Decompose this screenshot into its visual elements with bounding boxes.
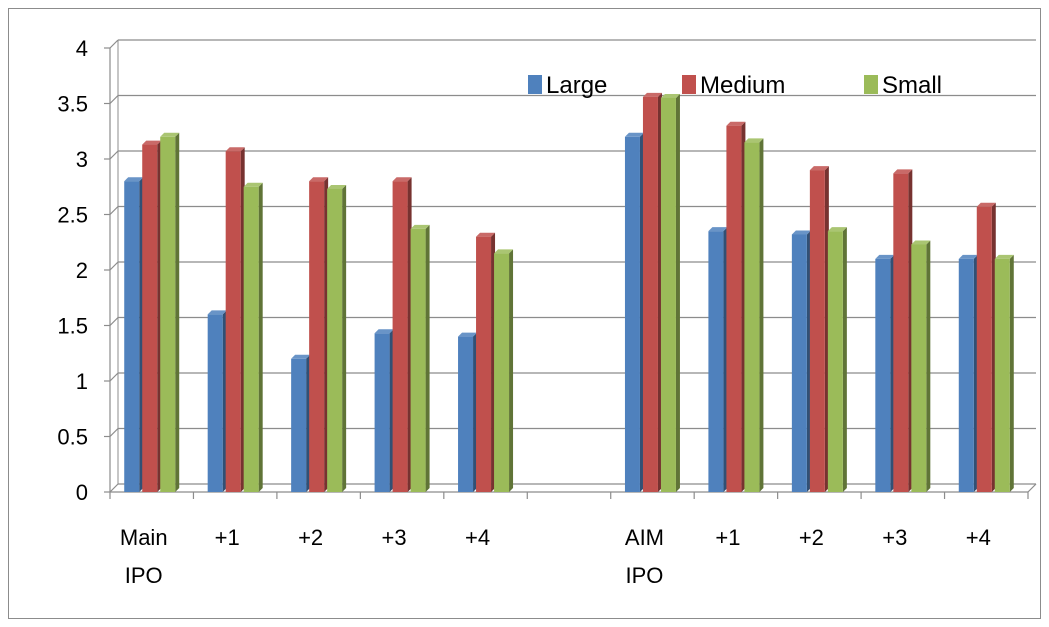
x-category-label: AIM — [625, 525, 664, 550]
bar-small — [327, 184, 347, 492]
legend-label: Medium — [700, 72, 785, 99]
x-category-label: Main — [120, 525, 168, 550]
gridline-side — [109, 428, 119, 437]
bar-small — [994, 254, 1014, 492]
bar-small — [911, 240, 931, 492]
gridline-side — [109, 206, 119, 215]
y-axis-tick-labels: 0 0.5 1 1.5 2 2.5 3 3.5 4 — [57, 36, 88, 505]
bar-medium — [893, 169, 913, 492]
bar-large — [624, 132, 644, 493]
gridline-side — [109, 39, 119, 49]
gridline-side — [109, 150, 119, 160]
bar-medium — [642, 92, 662, 492]
bar-large — [207, 310, 227, 492]
y-tick-label: 2 — [76, 258, 88, 283]
bar-medium — [142, 140, 162, 492]
legend-item-small: Small — [864, 72, 942, 99]
x-category-label: +4 — [966, 525, 991, 550]
bar-large — [458, 332, 478, 492]
legend-swatch — [682, 75, 696, 94]
y-tick-label: 0 — [76, 480, 88, 505]
legend-label: Large — [546, 72, 607, 99]
x-category-label: +2 — [298, 525, 323, 550]
bar-medium — [225, 147, 245, 493]
x-category-label: +2 — [799, 525, 824, 550]
bar-large — [791, 230, 811, 493]
bar-small — [160, 132, 180, 493]
bar-medium — [392, 177, 412, 492]
y-tick-label: 4 — [76, 36, 88, 61]
legend-item-large: Large — [528, 72, 607, 99]
gridline-side — [109, 261, 119, 271]
bar-large — [875, 254, 895, 492]
y-tick-label: 1 — [76, 369, 88, 394]
legend-swatch — [528, 75, 542, 94]
y-tick-label: 3 — [76, 147, 88, 172]
bar-small — [827, 227, 847, 492]
gridline-side — [109, 483, 119, 493]
x-category-label: +1 — [215, 525, 240, 550]
legend-item-medium: Medium — [682, 72, 785, 99]
legend: Large Medium Small — [528, 72, 942, 99]
bar-large — [374, 329, 394, 492]
axes — [104, 40, 1037, 499]
bar-large — [958, 254, 978, 492]
bar-small — [410, 224, 430, 492]
gridline-side — [109, 372, 119, 382]
x-category-label: +3 — [382, 525, 407, 550]
bars — [124, 92, 1014, 493]
legend-label: Small — [882, 72, 942, 99]
x-category-label: IPO — [626, 563, 664, 588]
bar-small — [494, 249, 514, 492]
bar-small — [243, 182, 263, 492]
x-category-label: +3 — [882, 525, 907, 550]
x-category-label: +1 — [715, 525, 740, 550]
bar-large — [708, 227, 728, 492]
x-category-label: IPO — [125, 563, 163, 588]
y-tick-label: 1.5 — [57, 314, 88, 339]
chart-border — [8, 8, 1041, 619]
legend-swatch — [864, 75, 878, 94]
gridline-side — [109, 95, 119, 104]
y-tick-label: 3.5 — [57, 92, 88, 117]
bar-medium — [809, 166, 829, 492]
bar-large — [124, 177, 144, 492]
bar-small — [744, 138, 764, 492]
x-axis-category-labels: Main IPO +1 +2 +3 +4 AIM IPO +1 +2 +3 +4 — [120, 525, 991, 588]
bar-medium — [976, 202, 996, 493]
bar-medium — [476, 232, 496, 492]
x-category-label: +4 — [465, 525, 490, 550]
bar-medium — [309, 177, 329, 492]
bar-small — [660, 93, 680, 492]
floor-right-edge — [1027, 483, 1037, 493]
gridline-side — [109, 317, 119, 326]
bar-large — [291, 354, 311, 492]
bar-medium — [726, 121, 746, 492]
y-tick-label: 0.5 — [57, 425, 88, 450]
y-tick-label: 2.5 — [57, 203, 88, 228]
